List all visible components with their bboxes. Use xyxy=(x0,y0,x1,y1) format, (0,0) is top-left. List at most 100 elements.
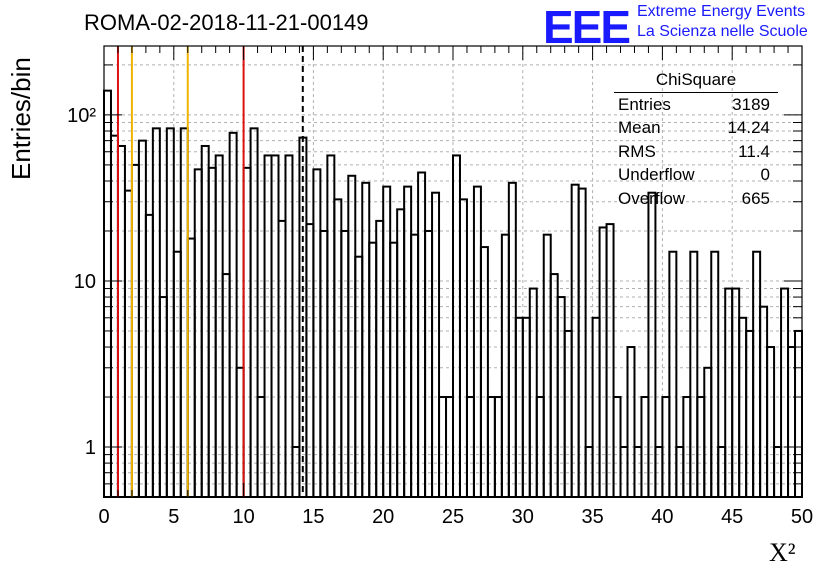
histogram-bar xyxy=(214,154,224,498)
x-tick-label: 0 xyxy=(98,506,109,528)
histogram-bar xyxy=(626,346,636,498)
histogram-bar xyxy=(514,316,524,498)
stats-value: 665 xyxy=(741,188,770,208)
histogram-bar xyxy=(787,346,797,498)
histogram-bar xyxy=(326,154,336,498)
eee-logo: EEE xyxy=(543,1,631,53)
histogram-bar xyxy=(242,166,252,498)
stats-label: RMS xyxy=(618,141,656,161)
x-tick-label: 15 xyxy=(302,506,324,528)
histogram-bar xyxy=(270,154,280,498)
histogram-bar xyxy=(780,287,790,498)
histogram-bar xyxy=(745,329,755,498)
stats-value: 14.24 xyxy=(727,118,770,137)
x-tick-label: 50 xyxy=(791,506,813,528)
histogram-bar xyxy=(263,154,273,498)
histogram-bar xyxy=(151,127,161,498)
stats-label: Overflow xyxy=(618,188,686,208)
histogram-bar xyxy=(410,233,420,498)
histogram-bar xyxy=(472,185,482,498)
histogram-bar xyxy=(207,166,217,498)
histogram-bar xyxy=(137,139,147,498)
histogram-bar xyxy=(452,154,461,498)
histogram-bar xyxy=(738,316,748,498)
x-tick-label: 10 xyxy=(232,506,254,528)
histogram-bar xyxy=(347,174,357,498)
x-tick-label: 30 xyxy=(512,506,534,528)
histogram-bar xyxy=(598,226,608,498)
stats-row-underflow: Underflow 0 xyxy=(614,163,778,187)
x-tick-label: 45 xyxy=(721,506,743,528)
histogram-bar xyxy=(116,144,126,498)
histogram-bar xyxy=(396,208,406,498)
histogram-bar xyxy=(563,329,573,498)
y-axis-label: Entries/bin xyxy=(6,57,36,180)
histogram-bar xyxy=(165,127,175,498)
y-tick-label: 10² xyxy=(67,105,96,127)
histogram-bar xyxy=(284,154,294,498)
histogram-bar xyxy=(570,183,580,498)
histogram-bar xyxy=(354,255,364,498)
stats-row-rms: RMS 11.4 xyxy=(614,140,778,164)
histogram-bar xyxy=(766,346,776,498)
stats-row-entries: Entries 3189 xyxy=(614,93,778,117)
logo-line-1: Extreme Energy Events xyxy=(637,3,806,20)
stats-box: ChiSquare Entries 3189 Mean 14.24 RMS 11.4 … xyxy=(614,68,778,210)
stats-row-overflow: Overflow 665 xyxy=(614,187,778,211)
histogram-bar xyxy=(249,127,259,498)
stats-value: 3189 xyxy=(732,94,770,114)
histogram-bar xyxy=(277,219,287,498)
stats-row-mean: Mean 14.24 xyxy=(614,116,778,140)
stats-label: Mean xyxy=(618,118,661,137)
histogram-bar xyxy=(542,233,552,498)
histogram-bar xyxy=(424,229,434,499)
histogram-bar xyxy=(507,181,517,498)
histogram-bar xyxy=(382,185,392,498)
histogram-bar xyxy=(703,366,713,498)
chart-title: ROMA-02-2018-11-21-00149 xyxy=(84,10,369,35)
histogram-bar xyxy=(319,229,329,499)
histogram-bar xyxy=(109,134,119,498)
histogram-bar xyxy=(500,233,510,498)
x-axis-label: X² xyxy=(769,538,796,567)
y-tick-label: 10 xyxy=(74,271,96,293)
histogram-bar xyxy=(333,198,343,498)
histogram-bar xyxy=(179,127,189,498)
stats-value: 0 xyxy=(760,165,770,184)
histogram-bar xyxy=(647,191,657,499)
histogram-bar xyxy=(605,223,615,498)
histogram-bar xyxy=(403,185,413,498)
histogram-bar xyxy=(228,131,238,498)
logo-line-2: La Scienza nelle Scuole xyxy=(637,23,808,40)
histogram-bar xyxy=(479,246,489,498)
stats-value: 11.4 xyxy=(738,141,770,161)
histogram-bar xyxy=(361,181,371,498)
histogram-bar xyxy=(340,229,350,499)
histogram-bar xyxy=(417,171,427,498)
histogram-bar xyxy=(458,198,468,498)
stats-label: Underflow xyxy=(618,165,695,184)
histogram-bar xyxy=(759,305,769,498)
x-tick-label: 20 xyxy=(372,506,394,528)
histogram-bar xyxy=(724,287,734,498)
histogram-bar xyxy=(794,329,804,498)
histogram-bar xyxy=(375,219,385,498)
stats-title: ChiSquare xyxy=(614,68,778,93)
histogram-bar xyxy=(528,287,538,498)
x-tick-label: 25 xyxy=(442,506,464,528)
histogram-bar xyxy=(431,191,441,499)
y-tick-label: 1 xyxy=(85,437,96,459)
histogram-bar xyxy=(312,168,322,498)
histogram-bar xyxy=(305,223,315,498)
histogram-bar xyxy=(521,316,531,498)
histogram-bar xyxy=(731,287,741,498)
histogram-bar xyxy=(200,144,210,498)
histogram-bar xyxy=(123,189,133,498)
histogram-bar xyxy=(235,366,245,498)
x-tick-label: 40 xyxy=(651,506,673,528)
stats-label: Entries xyxy=(618,94,671,114)
histogram-bar xyxy=(577,187,587,498)
histogram-bar xyxy=(591,316,601,498)
x-tick-label: 5 xyxy=(168,506,179,528)
